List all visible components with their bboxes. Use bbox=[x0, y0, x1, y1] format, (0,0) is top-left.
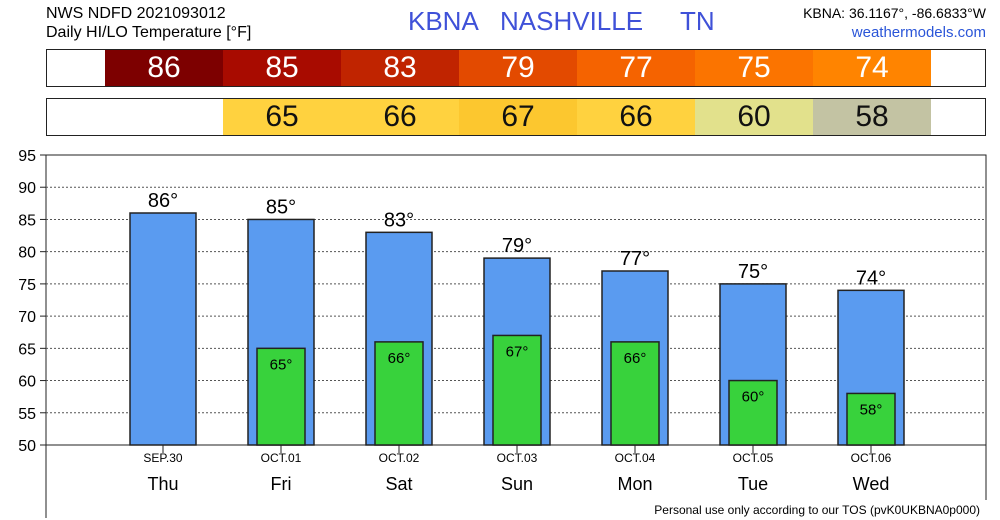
high-temp-label: 74° bbox=[856, 267, 886, 289]
low-temp-label: 60° bbox=[742, 389, 765, 406]
y-tick-label: 95 bbox=[18, 148, 36, 165]
y-tick-label: 90 bbox=[18, 180, 36, 197]
low-temp-bar bbox=[728, 379, 778, 446]
high-temp-label: 85° bbox=[266, 196, 296, 218]
y-tick-label: 60 bbox=[18, 374, 36, 391]
y-tick-label: 55 bbox=[18, 406, 36, 423]
low-temp-label: 66° bbox=[624, 350, 647, 367]
high-temp-label: 86° bbox=[148, 190, 178, 212]
high-temp-cell: 77 bbox=[577, 50, 695, 86]
day-label: Fri bbox=[271, 474, 292, 494]
low-temp-cell: 66 bbox=[341, 99, 459, 135]
day-label: Tue bbox=[738, 474, 768, 494]
y-tick-label: 70 bbox=[18, 309, 36, 326]
date-label: SEP.30 bbox=[143, 451, 182, 465]
high-temp-cell: 83 bbox=[341, 50, 459, 86]
date-label: OCT.01 bbox=[261, 451, 302, 465]
low-temp-bar bbox=[374, 341, 424, 446]
low-temp-bar bbox=[492, 334, 542, 446]
high-temp-bar bbox=[129, 212, 197, 446]
high-temp-cell: 74 bbox=[813, 50, 931, 86]
day-label: Thu bbox=[147, 474, 178, 494]
station-state: TN bbox=[680, 6, 715, 36]
y-tick-label: 80 bbox=[18, 245, 36, 262]
y-tick-label: 75 bbox=[18, 277, 36, 294]
model-run-label: NWS NDFD 2021093012 bbox=[46, 5, 226, 22]
day-label: Wed bbox=[853, 474, 890, 494]
high-temp-label: 79° bbox=[502, 235, 532, 257]
low-temp-cell: 58 bbox=[813, 99, 931, 135]
low-temp-bar bbox=[610, 341, 660, 446]
y-tick-label: 85 bbox=[18, 212, 36, 229]
station-coords: KBNA: 36.1167°, -86.6833°W bbox=[803, 5, 986, 21]
low-temp-label: 58° bbox=[860, 401, 883, 418]
high-temp-label: 77° bbox=[620, 248, 650, 270]
low-temp-cell: 66 bbox=[577, 99, 695, 135]
day-label: Sat bbox=[385, 474, 412, 494]
y-tick-label: 50 bbox=[18, 438, 36, 455]
low-temp-cell: 60 bbox=[695, 99, 813, 135]
station-id: KBNA bbox=[408, 6, 479, 36]
date-label: OCT.04 bbox=[615, 451, 656, 465]
low-temp-strip: 65 66 67 66 60 58 bbox=[46, 98, 986, 136]
high-temp-cell: 85 bbox=[223, 50, 341, 86]
station-city: NASHVILLE bbox=[500, 6, 644, 36]
low-temp-label: 67° bbox=[506, 343, 529, 360]
footer-note: Personal use only according to our TOS (… bbox=[654, 503, 980, 517]
product-label: Daily HI/LO Temperature [°F] bbox=[46, 24, 252, 41]
day-label: Mon bbox=[617, 474, 652, 494]
header-right: KBNA: 36.1167°, -86.6833°W weathermodels… bbox=[803, 4, 986, 42]
date-label: OCT.03 bbox=[497, 451, 538, 465]
high-temp-label: 83° bbox=[384, 209, 414, 231]
low-temp-cell: 65 bbox=[223, 99, 341, 135]
low-temp-label: 65° bbox=[270, 356, 293, 373]
day-label: Sun bbox=[501, 474, 533, 494]
high-temp-cell: 86 bbox=[105, 50, 223, 86]
date-label: OCT.06 bbox=[851, 451, 892, 465]
high-temp-strip: 86 85 83 79 77 75 74 bbox=[46, 49, 986, 87]
low-temp-label: 66° bbox=[388, 350, 411, 367]
y-tick-label: 65 bbox=[18, 341, 36, 358]
high-temp-label: 75° bbox=[738, 261, 768, 283]
low-temp-cell: 67 bbox=[459, 99, 577, 135]
site-link[interactable]: weathermodels.com bbox=[851, 24, 986, 41]
date-label: OCT.05 bbox=[733, 451, 774, 465]
header-left: NWS NDFD 2021093012 Daily HI/LO Temperat… bbox=[46, 4, 251, 42]
date-label: OCT.02 bbox=[379, 451, 420, 465]
high-temp-cell: 79 bbox=[459, 50, 577, 86]
high-temp-cell: 75 bbox=[695, 50, 813, 86]
